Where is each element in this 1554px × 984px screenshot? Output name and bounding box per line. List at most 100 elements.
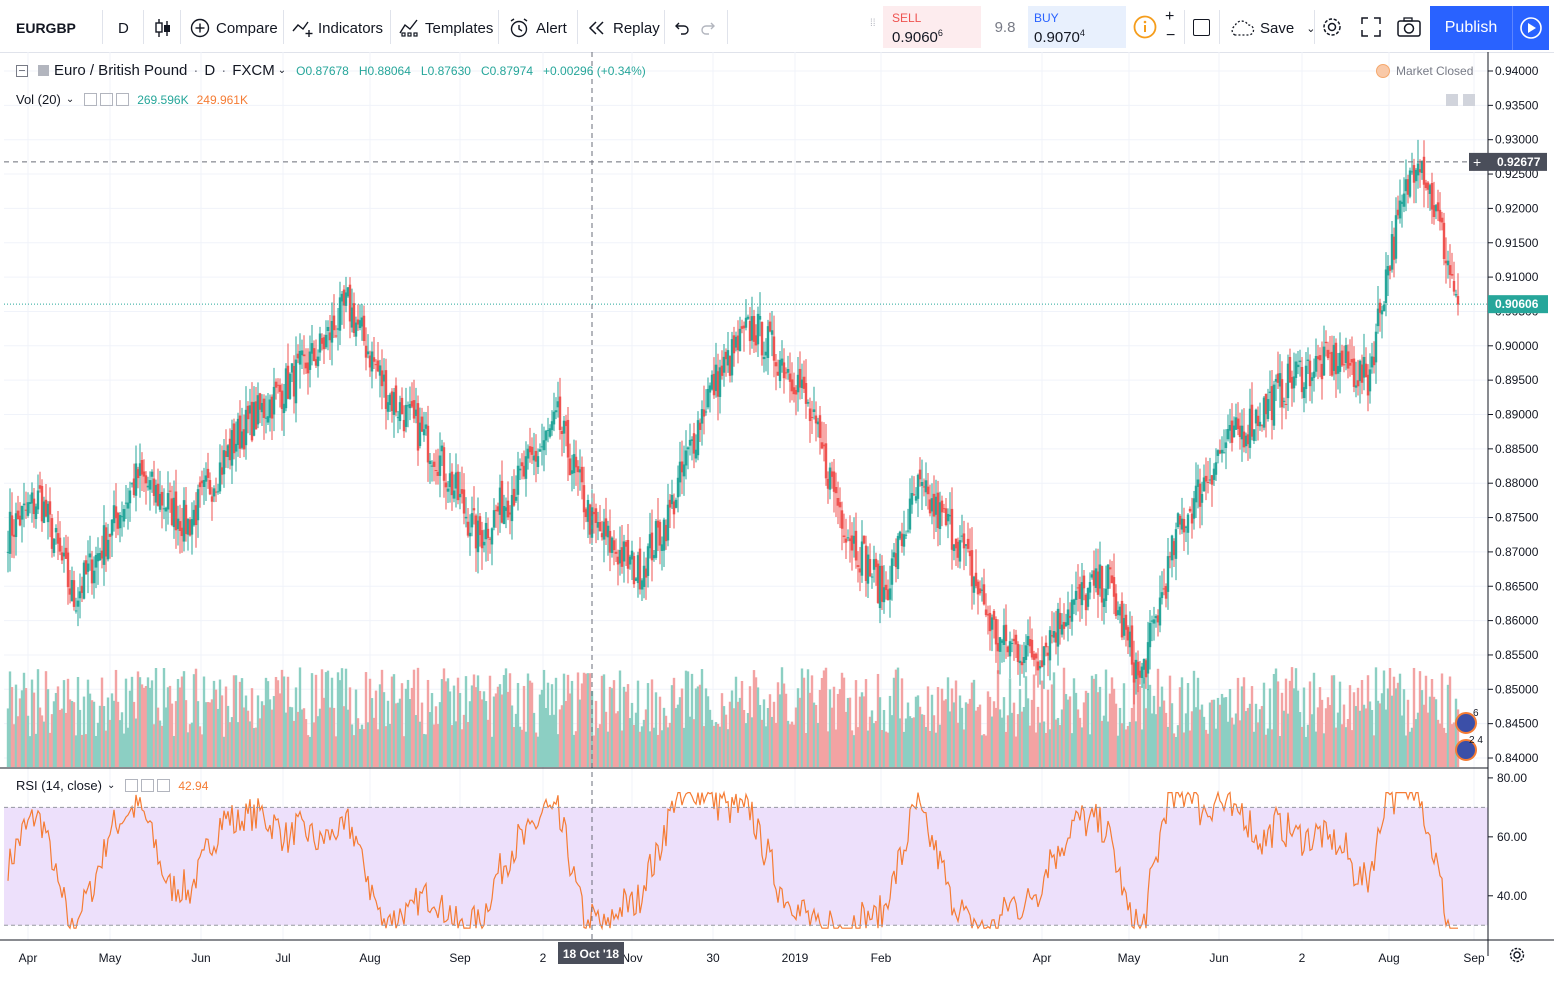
play-button[interactable] bbox=[1512, 6, 1549, 50]
volume-bar bbox=[1078, 717, 1082, 767]
save-button[interactable]: Save ⌄ bbox=[1228, 8, 1315, 48]
candle-body bbox=[68, 588, 72, 595]
close-icon[interactable] bbox=[116, 93, 130, 106]
collapse-icon[interactable] bbox=[16, 64, 28, 77]
gear-icon[interactable] bbox=[1508, 946, 1526, 969]
volume-bar bbox=[452, 685, 456, 767]
candle-body bbox=[1376, 308, 1380, 327]
close-icon[interactable] bbox=[157, 779, 171, 792]
publish-button[interactable]: Publish bbox=[1430, 6, 1512, 50]
pane-maximize-icon[interactable] bbox=[1463, 94, 1475, 106]
info-icon[interactable] bbox=[1133, 15, 1157, 44]
volume-bar bbox=[780, 667, 784, 767]
volume-bar bbox=[1206, 733, 1210, 767]
chevron-down-icon[interactable]: ⌄ bbox=[106, 780, 116, 791]
volume-label[interactable]: Vol (20) bbox=[16, 92, 61, 107]
volume-bar bbox=[1052, 672, 1056, 767]
volume-bar bbox=[264, 677, 268, 767]
templates-button[interactable]: Templates bbox=[399, 8, 493, 48]
time-tick-label: May bbox=[1118, 951, 1141, 965]
volume-bar bbox=[776, 682, 780, 767]
gear-icon[interactable] bbox=[1321, 16, 1343, 43]
volume-bar bbox=[966, 703, 970, 767]
volume-bar bbox=[952, 702, 956, 767]
undo-button[interactable] bbox=[672, 8, 690, 48]
time-tick-label: May bbox=[99, 951, 122, 965]
quantity-minus-icon[interactable]: − bbox=[1166, 27, 1176, 44]
chart-area[interactable]: 0.940000.935000.930000.925000.920000.915… bbox=[0, 52, 1554, 984]
volume-bar bbox=[112, 700, 116, 767]
candle-body bbox=[204, 475, 208, 482]
candle-body bbox=[276, 384, 280, 386]
candle-body bbox=[582, 485, 586, 513]
volume-bar bbox=[934, 732, 938, 767]
candle-body bbox=[624, 542, 628, 547]
visibility-icon[interactable] bbox=[125, 779, 139, 792]
volume-bar bbox=[1012, 702, 1016, 767]
candle-body bbox=[1208, 479, 1212, 481]
buy-button[interactable]: BUY 0.90704 bbox=[1028, 6, 1126, 48]
volume-bar bbox=[110, 693, 114, 767]
rsi-label[interactable]: RSI (14, close) bbox=[16, 778, 102, 793]
expand-icon[interactable] bbox=[1361, 17, 1381, 42]
candle-body bbox=[810, 416, 814, 418]
volume-bar bbox=[510, 705, 514, 767]
indicators-button[interactable]: Indicators bbox=[292, 8, 383, 48]
candle-body bbox=[1234, 417, 1238, 430]
compare-button[interactable]: Compare bbox=[190, 8, 278, 48]
volume-bar bbox=[1054, 719, 1058, 767]
candle-body bbox=[1290, 377, 1294, 389]
candle-body bbox=[1220, 449, 1224, 454]
candle-body bbox=[1020, 661, 1024, 666]
chart-style-button[interactable] bbox=[154, 8, 172, 48]
volume-bar bbox=[468, 701, 472, 767]
symbol-name[interactable]: Euro / British Pound bbox=[54, 62, 188, 79]
candle-body bbox=[58, 537, 62, 552]
quantity-plus-icon[interactable]: + bbox=[1165, 8, 1175, 25]
volume-bar bbox=[1182, 732, 1186, 767]
volume-bar bbox=[830, 707, 834, 767]
sell-button[interactable]: SELL 0.90606 bbox=[883, 6, 981, 48]
volume-bar bbox=[1056, 717, 1060, 767]
redo-button[interactable] bbox=[700, 8, 718, 48]
candle-body bbox=[410, 401, 414, 407]
volume-bar bbox=[924, 726, 928, 767]
candle-body bbox=[364, 345, 368, 358]
candle-body bbox=[1132, 662, 1136, 683]
candle-body bbox=[826, 478, 830, 489]
divider bbox=[727, 10, 728, 44]
candle-body bbox=[512, 488, 516, 506]
candle-body bbox=[1086, 588, 1090, 607]
candle-body bbox=[344, 292, 348, 306]
volume-bar bbox=[1322, 733, 1326, 767]
alert-button[interactable]: Alert bbox=[508, 8, 567, 48]
candle-body bbox=[674, 499, 678, 508]
chevron-down-icon[interactable]: ⌄ bbox=[277, 65, 287, 76]
candle-body bbox=[1326, 349, 1330, 359]
settings-icon[interactable] bbox=[100, 93, 114, 106]
volume-bar bbox=[474, 687, 478, 767]
event-badge-icon[interactable] bbox=[1455, 712, 1477, 734]
volume-bar bbox=[1018, 689, 1022, 767]
fullscreen-square-icon[interactable] bbox=[1193, 19, 1210, 36]
symbol-search[interactable]: EURGBP bbox=[16, 8, 76, 48]
candle-body bbox=[856, 565, 860, 567]
volume-bar bbox=[222, 736, 226, 767]
settings-icon[interactable] bbox=[141, 779, 155, 792]
replay-button[interactable]: Replay bbox=[587, 8, 660, 48]
candle-body bbox=[1338, 352, 1342, 372]
pane-minimize-icon[interactable] bbox=[1446, 94, 1458, 106]
volume-bar bbox=[752, 670, 756, 767]
visibility-icon[interactable] bbox=[84, 93, 98, 106]
volume-bar bbox=[498, 684, 502, 767]
camera-icon[interactable] bbox=[1397, 17, 1421, 42]
volume-bar bbox=[146, 677, 150, 767]
drag-handle-icon[interactable]: ⁞⁞ bbox=[870, 18, 876, 29]
volume-bar bbox=[164, 707, 168, 767]
candle-body bbox=[106, 539, 110, 560]
event-badge-icon[interactable] bbox=[1455, 739, 1477, 761]
chevron-down-icon[interactable]: ⌄ bbox=[65, 94, 75, 105]
volume-bar bbox=[1184, 713, 1188, 767]
volume-bar bbox=[376, 729, 380, 767]
interval-button[interactable]: D bbox=[118, 8, 129, 48]
